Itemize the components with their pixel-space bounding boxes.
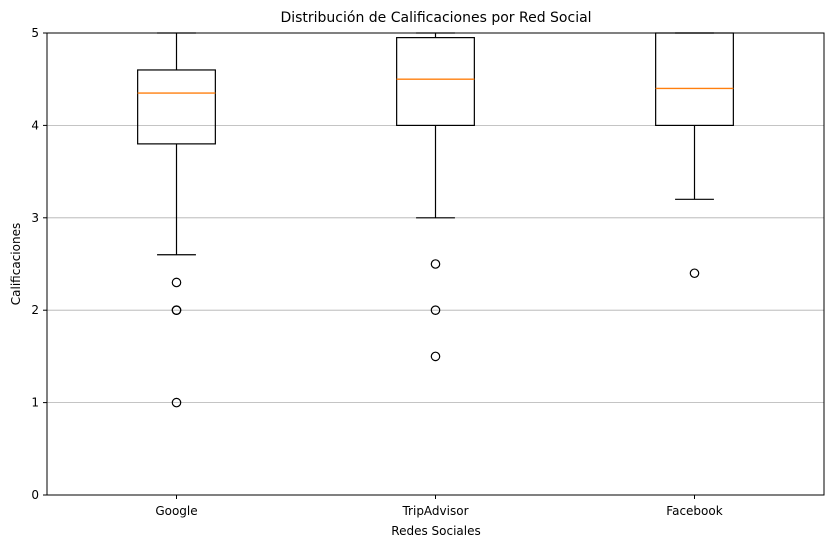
outlier-point <box>171 305 182 315</box>
y-tick-label: 4 <box>31 118 39 132</box>
box-google <box>137 32 216 408</box>
x-tick-label: Google <box>155 504 197 518</box>
outlier-point <box>171 397 182 408</box>
outlier-point <box>430 351 441 362</box>
box-marks <box>137 32 734 408</box>
outlier-point <box>689 268 700 279</box>
axes: 0 1 2 3 4 5 Google TripAdvisor Facebook <box>31 26 722 518</box>
chart-title: Distribución de Calificaciones por Red S… <box>280 10 591 26</box>
outlier-point <box>430 259 441 269</box>
x-tick-label: Facebook <box>666 504 722 518</box>
iqr-box <box>396 37 475 126</box>
y-axis-label: Calificaciones <box>9 223 23 305</box>
iqr-box <box>137 69 216 145</box>
outlier-point <box>430 305 441 315</box>
y-tick-label: 0 <box>31 488 39 502</box>
y-tick-label: 2 <box>31 303 39 317</box>
box-facebook <box>655 32 734 279</box>
y-tick-label: 1 <box>31 396 39 410</box>
box-tripadvisor <box>396 32 475 362</box>
x-axis-label: Redes Sociales <box>391 524 480 538</box>
outlier-point <box>171 277 182 288</box>
y-tick-label: 3 <box>31 211 39 225</box>
x-tick-label: TripAdvisor <box>401 504 468 518</box>
plot-frame <box>46 32 825 496</box>
iqr-box <box>655 32 734 127</box>
y-tick-label: 5 <box>31 26 39 40</box>
